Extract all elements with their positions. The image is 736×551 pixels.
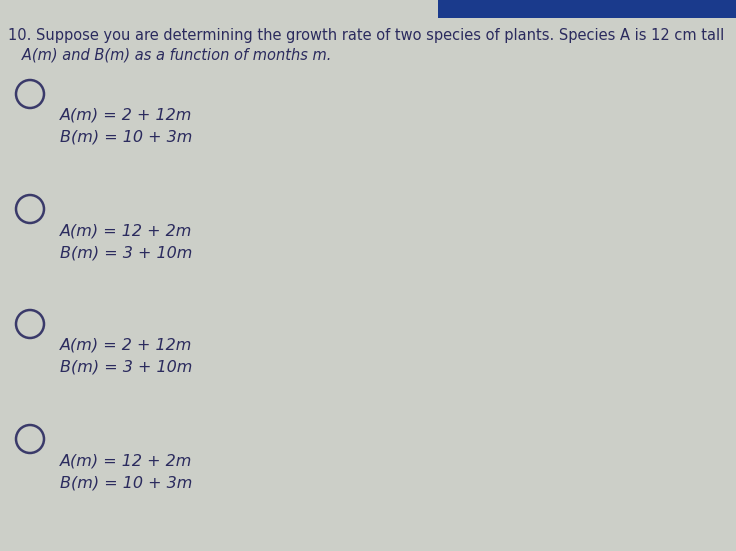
- Bar: [438, 0, 736, 18]
- Text: A(m) = 2 + 12m: A(m) = 2 + 12m: [60, 108, 192, 123]
- Text: 10. Suppose you are determining the growth rate of two species of plants. Specie: 10. Suppose you are determining the grow…: [8, 28, 724, 43]
- Text: A(m) and B(m) as a function of months m.: A(m) and B(m) as a function of months m.: [8, 48, 331, 63]
- Text: A(m) = 12 + 2m: A(m) = 12 + 2m: [60, 453, 192, 468]
- Text: B(m) = 10 + 3m: B(m) = 10 + 3m: [60, 130, 192, 145]
- Text: A(m) = 2 + 12m: A(m) = 2 + 12m: [60, 338, 192, 353]
- Text: B(m) = 3 + 10m: B(m) = 3 + 10m: [60, 245, 192, 260]
- Text: A(m) = 12 + 2m: A(m) = 12 + 2m: [60, 223, 192, 238]
- Text: B(m) = 10 + 3m: B(m) = 10 + 3m: [60, 475, 192, 490]
- Text: B(m) = 3 + 10m: B(m) = 3 + 10m: [60, 360, 192, 375]
